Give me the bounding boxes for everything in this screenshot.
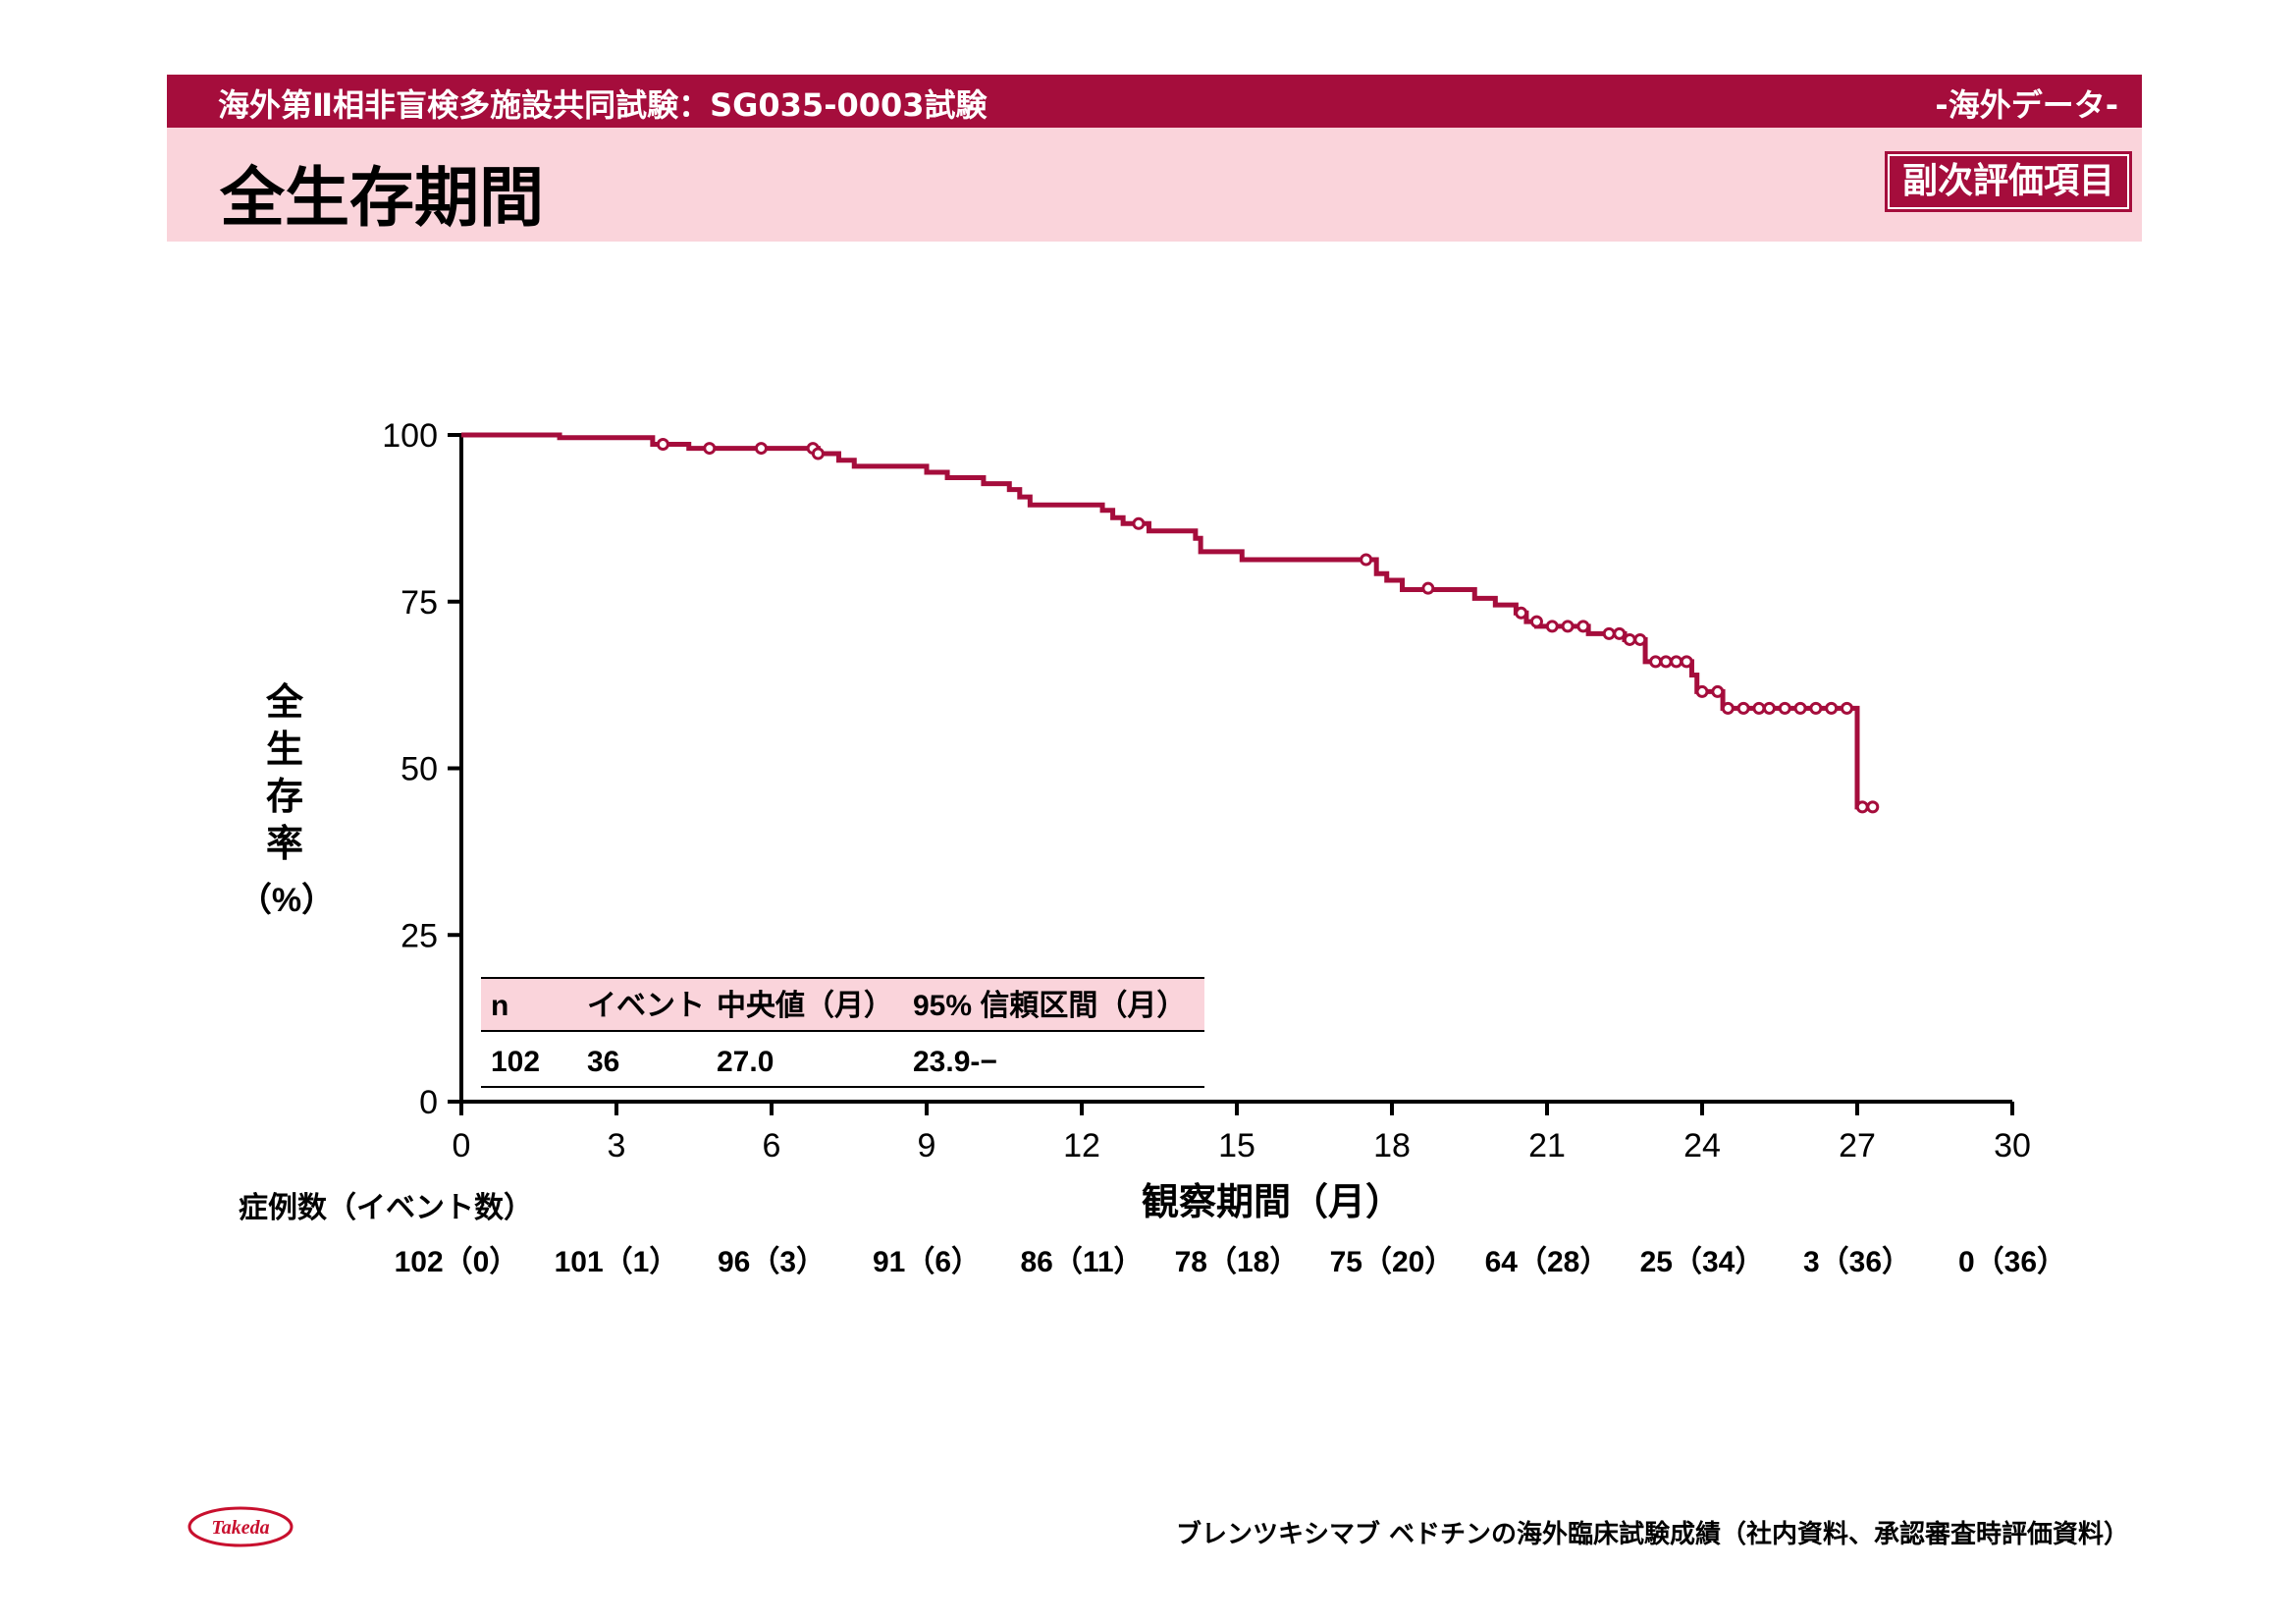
x-tick-label: 24 bbox=[1683, 1127, 1721, 1164]
risk-table-value: 3（36） bbox=[1803, 1245, 1911, 1278]
svg-text:Takeda: Takeda bbox=[211, 1517, 269, 1539]
summary-value-cell: 102 bbox=[491, 1046, 540, 1078]
censor-marker bbox=[656, 438, 669, 452]
summary-header-cell: イベント bbox=[587, 990, 705, 1022]
summary-header-cell: n bbox=[491, 990, 508, 1022]
censor-marker bbox=[1613, 626, 1627, 640]
x-tick-label: 30 bbox=[1994, 1127, 2031, 1164]
y-tick-label: 25 bbox=[400, 917, 438, 954]
y-axis-label: 生 bbox=[266, 730, 303, 771]
risk-table-value: 96（3） bbox=[718, 1245, 826, 1278]
censor-marker bbox=[1545, 620, 1559, 633]
x-tick-label: 15 bbox=[1218, 1127, 1255, 1164]
censor-marker bbox=[1421, 581, 1435, 595]
censor-marker bbox=[1132, 516, 1146, 530]
x-tick-label: 9 bbox=[918, 1127, 936, 1164]
summary-header-cell: 中央値（月） bbox=[717, 989, 893, 1022]
study-title: 海外第Ⅱ相非盲検多施設共同試験：SG035-0003試験 bbox=[218, 86, 988, 124]
summary-value-cell: 27.0 bbox=[717, 1046, 774, 1078]
censor-marker bbox=[703, 442, 717, 456]
risk-table-value: 78（18） bbox=[1175, 1245, 1300, 1278]
y-tick-label: 100 bbox=[382, 417, 438, 455]
x-tick-label: 18 bbox=[1373, 1127, 1411, 1164]
risk-table-value: 64（28） bbox=[1485, 1245, 1610, 1278]
y-axis-label: 存 bbox=[266, 777, 303, 818]
x-tick-label: 3 bbox=[608, 1127, 626, 1164]
censor-marker bbox=[1840, 701, 1853, 715]
censor-marker bbox=[754, 442, 768, 456]
censor-marker bbox=[1855, 800, 1869, 814]
y-tick-label: 0 bbox=[419, 1084, 438, 1121]
risk-table-value: 25（34） bbox=[1640, 1245, 1765, 1278]
censor-marker bbox=[1695, 684, 1709, 698]
x-tick-label: 21 bbox=[1528, 1127, 1566, 1164]
censor-marker bbox=[1670, 655, 1683, 669]
summary-value-cell: 36 bbox=[587, 1046, 619, 1078]
censor-marker bbox=[1736, 701, 1750, 715]
x-tick-label: 0 bbox=[453, 1127, 471, 1164]
censor-marker bbox=[1721, 701, 1735, 715]
page-title: 全生存期間 bbox=[220, 160, 544, 236]
risk-table-value: 91（6） bbox=[873, 1245, 981, 1278]
y-tick-label: 50 bbox=[400, 751, 438, 788]
y-tick-label: 75 bbox=[400, 584, 438, 622]
censor-marker bbox=[1561, 620, 1575, 633]
y-axis-label: 全 bbox=[265, 681, 304, 724]
risk-table-value: 75（20） bbox=[1330, 1245, 1455, 1278]
y-axis-label: 率 bbox=[266, 824, 303, 865]
risk-table-label: 症例数（イベント数） bbox=[239, 1191, 533, 1224]
takeda-logo: Takeda bbox=[187, 1504, 294, 1553]
censor-marker bbox=[1623, 632, 1636, 646]
censor-marker bbox=[1633, 632, 1647, 646]
censor-marker bbox=[1360, 553, 1373, 567]
summary-value-cell: 23.9-− bbox=[913, 1046, 997, 1078]
censor-marker bbox=[1809, 701, 1823, 715]
risk-table-value: 101（1） bbox=[555, 1245, 679, 1278]
region-label: -海外データ- bbox=[1935, 86, 2118, 124]
risk-table-value: 102（0） bbox=[395, 1245, 519, 1278]
summary-header-cell: 95% 信頼区間（月） bbox=[913, 989, 1186, 1022]
censor-marker bbox=[1659, 655, 1673, 669]
censor-marker bbox=[1825, 701, 1839, 715]
censor-marker bbox=[1602, 626, 1616, 640]
x-tick-label: 6 bbox=[763, 1127, 781, 1164]
censor-marker bbox=[1680, 655, 1693, 669]
risk-table-value: 86（11） bbox=[1020, 1245, 1143, 1278]
censor-marker bbox=[1576, 620, 1590, 633]
endpoint-badge: 副次評価項目 bbox=[1885, 151, 2132, 212]
survival-curve bbox=[461, 432, 1873, 810]
censor-marker bbox=[1778, 701, 1791, 715]
source-note: ブレンツキシマブ ベドチンの海外臨床試験成績（社内資料、承認審査時評価資料） bbox=[1176, 1520, 2130, 1549]
x-axis-label: 観察期間（月） bbox=[1142, 1182, 1403, 1223]
x-tick-label: 12 bbox=[1063, 1127, 1100, 1164]
y-axis-unit: （%） bbox=[239, 881, 335, 919]
study-banner: 海外第Ⅱ相非盲検多施設共同試験：SG035-0003試験 -海外データ- bbox=[167, 75, 2142, 128]
summary-header-bg bbox=[481, 978, 1204, 1031]
title-band: 全生存期間 副次評価項目 bbox=[167, 128, 2142, 242]
censor-marker bbox=[811, 447, 825, 460]
censor-marker bbox=[1529, 615, 1543, 628]
censor-marker bbox=[1515, 606, 1528, 620]
censor-marker bbox=[1649, 655, 1663, 669]
risk-table-value: 0（36） bbox=[1958, 1245, 2066, 1278]
censor-marker bbox=[1866, 800, 1880, 814]
censor-marker bbox=[1762, 701, 1776, 715]
censor-marker bbox=[1752, 701, 1766, 715]
censor-marker bbox=[1711, 684, 1725, 698]
censor-marker bbox=[1793, 701, 1807, 715]
x-tick-label: 27 bbox=[1839, 1127, 1876, 1164]
